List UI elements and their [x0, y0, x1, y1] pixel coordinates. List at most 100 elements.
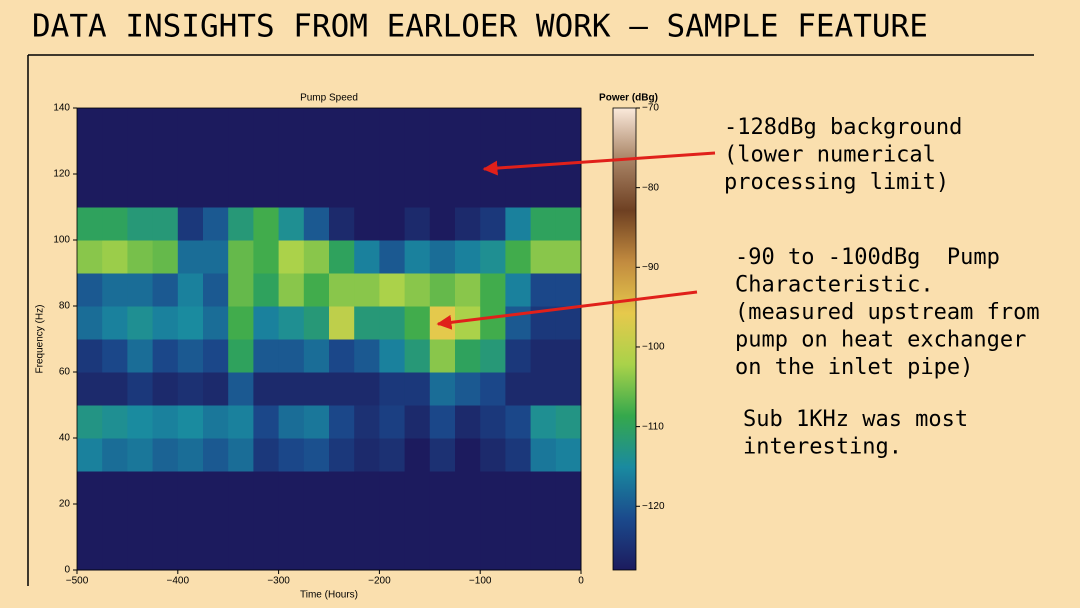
- heat-cell: [278, 537, 305, 571]
- heat-cell: [203, 273, 229, 307]
- heat-cell: [303, 174, 330, 208]
- heat-cell: [480, 471, 506, 505]
- heat-cell: [152, 504, 179, 538]
- heat-cell: [152, 306, 179, 340]
- heat-cell: [379, 141, 406, 175]
- y-tick-label: 20: [59, 499, 71, 510]
- heat-cell: [329, 108, 355, 142]
- heat-cell: [404, 339, 431, 373]
- heat-cell: [152, 174, 179, 208]
- heat-cell: [177, 141, 204, 175]
- heat-cell: [555, 240, 582, 274]
- heat-cell: [555, 108, 582, 142]
- heat-cell: [77, 339, 103, 373]
- annotation-arrow: [482, 151, 716, 176]
- y-tick-label: 120: [53, 169, 70, 180]
- heat-cell: [127, 438, 154, 472]
- heat-cell: [329, 372, 355, 406]
- colorbar-tick-label: −110: [642, 421, 664, 432]
- heat-cell: [354, 108, 380, 142]
- heat-cell: [152, 339, 179, 373]
- heat-cell: [429, 174, 456, 208]
- x-tick-label: −400: [167, 576, 190, 587]
- heat-cell: [77, 108, 103, 142]
- heat-cell: [480, 306, 506, 340]
- heat-cell: [455, 339, 481, 373]
- heat-cell: [152, 405, 179, 439]
- colorbar-tick-label: −120: [642, 501, 665, 512]
- heat-cell: [329, 339, 355, 373]
- heat-cell: [77, 537, 103, 571]
- heat-cell: [177, 339, 204, 373]
- heat-cell: [77, 141, 103, 175]
- heat-cell: [329, 471, 355, 505]
- heat-cell: [77, 273, 103, 307]
- heat-cell: [303, 306, 330, 340]
- y-tick-label: 80: [59, 301, 71, 312]
- heat-cell: [228, 240, 254, 274]
- heat-cell: [177, 273, 204, 307]
- heat-cell: [379, 240, 406, 274]
- y-tick-label: 40: [59, 433, 71, 444]
- heat-cell: [303, 273, 330, 307]
- heat-cell: [480, 207, 506, 241]
- heat-cell: [404, 405, 431, 439]
- heat-cell: [455, 273, 481, 307]
- colorbar-label: Power (dBg): [599, 93, 658, 104]
- heat-cell: [455, 372, 481, 406]
- heat-cell: [354, 207, 380, 241]
- heat-cell: [152, 537, 179, 571]
- heat-cell: [555, 471, 582, 505]
- heat-cell: [127, 141, 154, 175]
- heat-cell: [177, 405, 204, 439]
- slide-title: DATA INSIGHTS FROM EARLOER WORK – SAMPLE…: [32, 9, 928, 45]
- annotation-line: on the inlet pipe): [735, 355, 973, 380]
- heat-cell: [102, 273, 128, 307]
- heat-cell: [354, 504, 380, 538]
- heat-cell: [530, 273, 557, 307]
- heat-cell: [555, 174, 582, 208]
- heat-cell: [480, 108, 506, 142]
- heat-cell: [102, 240, 128, 274]
- heat-cell: [177, 471, 204, 505]
- heat-cell: [152, 273, 179, 307]
- heat-cell: [354, 174, 380, 208]
- heat-cell: [228, 273, 254, 307]
- heat-cell: [228, 504, 254, 538]
- heat-cell: [278, 273, 305, 307]
- heat-cell: [505, 405, 532, 439]
- heat-cell: [253, 273, 280, 307]
- heat-cell: [77, 504, 103, 538]
- heat-cell: [530, 504, 557, 538]
- heat-cell: [429, 273, 456, 307]
- heat-cell: [354, 471, 380, 505]
- heat-cell: [177, 504, 204, 538]
- heat-cell: [77, 240, 103, 274]
- heat-cell: [429, 504, 456, 538]
- heat-cell: [329, 207, 355, 241]
- heat-cell: [530, 108, 557, 142]
- heat-cell: [203, 240, 229, 274]
- heat-cell: [228, 438, 254, 472]
- x-tick-label: −300: [267, 576, 290, 587]
- heat-cell: [228, 207, 254, 241]
- x-tick-label: −500: [66, 576, 89, 587]
- heat-cell: [102, 471, 128, 505]
- heat-cell: [77, 174, 103, 208]
- y-axis-label: Frequency (Hz): [35, 305, 46, 374]
- heat-cell: [505, 438, 532, 472]
- heat-cell: [555, 438, 582, 472]
- heat-cell: [530, 240, 557, 274]
- heat-cell: [354, 537, 380, 571]
- heat-cell: [203, 372, 229, 406]
- heat-cell: [177, 372, 204, 406]
- heat-cell: [455, 141, 481, 175]
- heat-cell: [303, 207, 330, 241]
- heat-cell: [77, 405, 103, 439]
- heat-cell: [102, 438, 128, 472]
- heat-cell: [127, 372, 154, 406]
- heat-cell: [379, 471, 406, 505]
- heat-cell: [253, 141, 280, 175]
